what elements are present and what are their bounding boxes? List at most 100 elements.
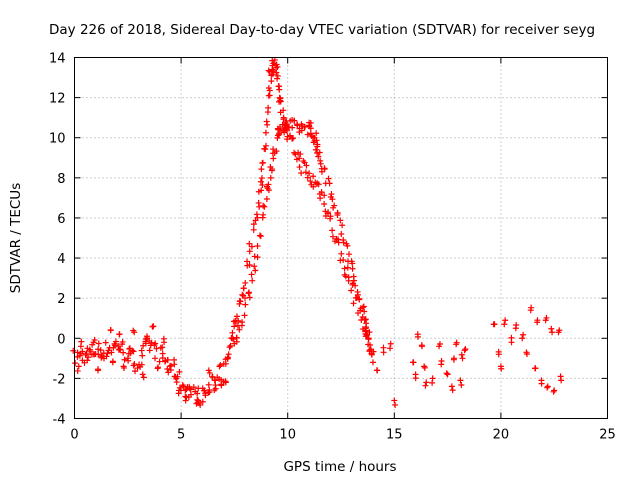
- data-point: [338, 250, 345, 257]
- data-point: [222, 378, 229, 385]
- data-point: [354, 291, 361, 298]
- data-point: [165, 369, 172, 376]
- data-point: [102, 339, 109, 346]
- data-point: [74, 367, 81, 374]
- data-point: [138, 361, 145, 368]
- data-point: [532, 365, 539, 372]
- data-point: [126, 345, 133, 352]
- data-point: [246, 248, 253, 255]
- data-point: [298, 170, 305, 177]
- data-point: [257, 233, 264, 240]
- data-point: [421, 363, 428, 370]
- data-point: [201, 387, 208, 394]
- data-point: [98, 354, 105, 361]
- data-point: [260, 202, 267, 209]
- data-point: [391, 397, 398, 404]
- data-point: [182, 387, 189, 394]
- data-point: [313, 130, 320, 137]
- data-point: [370, 348, 377, 355]
- data-point: [140, 374, 147, 381]
- data-point: [262, 129, 269, 136]
- grid-layer: [74, 57, 608, 419]
- data-point: [245, 289, 252, 296]
- data-point: [261, 203, 268, 210]
- data-point: [256, 232, 263, 239]
- data-point: [280, 114, 287, 121]
- data-point: [216, 363, 223, 370]
- data-point: [175, 390, 182, 397]
- data-point: [266, 87, 273, 94]
- data-point: [340, 239, 347, 246]
- data-point: [361, 308, 368, 315]
- data-point: [453, 339, 460, 346]
- data-point: [240, 285, 247, 292]
- data-point: [276, 86, 283, 93]
- data-point: [317, 195, 324, 202]
- data-point: [306, 170, 313, 177]
- data-point: [260, 211, 267, 218]
- data-point: [156, 358, 163, 365]
- data-point: [250, 221, 257, 228]
- data-point: [344, 242, 351, 249]
- data-point: [387, 340, 394, 347]
- x-tick-label: 10: [279, 428, 296, 443]
- data-point: [337, 217, 344, 224]
- data-point: [513, 322, 520, 329]
- data-point: [270, 146, 277, 153]
- data-point: [265, 187, 272, 194]
- x-tick-label: 15: [386, 428, 403, 443]
- data-point: [318, 168, 325, 175]
- data-point: [248, 271, 255, 278]
- data-point: [298, 127, 305, 134]
- data-point: [296, 164, 303, 171]
- data-point: [544, 383, 551, 390]
- data-point: [142, 336, 149, 343]
- data-point: [155, 364, 162, 371]
- data-point: [520, 331, 527, 338]
- data-point: [116, 331, 123, 338]
- data-point: [233, 313, 240, 320]
- data-point: [356, 295, 363, 302]
- data-point: [233, 334, 240, 341]
- data-point: [329, 233, 336, 240]
- data-point: [256, 203, 263, 210]
- data-point: [459, 355, 466, 362]
- data-point: [362, 316, 369, 323]
- data-point: [242, 301, 249, 308]
- data-point: [239, 319, 246, 326]
- data-point: [274, 75, 281, 82]
- data-point: [224, 355, 231, 362]
- data-point: [289, 135, 296, 142]
- data-point: [262, 142, 269, 149]
- data-point: [422, 382, 429, 389]
- data-point: [97, 347, 104, 354]
- data-point: [270, 68, 277, 75]
- data-point: [287, 132, 294, 139]
- y-tick-label: 4: [57, 252, 65, 267]
- data-point: [176, 368, 183, 375]
- data-point: [258, 187, 265, 194]
- data-point: [264, 121, 271, 128]
- data-point: [254, 214, 261, 221]
- y-tick-label: 10: [49, 132, 66, 147]
- data-point: [331, 202, 338, 209]
- data-point: [498, 365, 505, 372]
- y-axis-label: SDTVAR / TECUs: [8, 183, 24, 293]
- data-point: [321, 165, 328, 172]
- data-point: [242, 279, 249, 286]
- data-point: [112, 338, 119, 345]
- data-point: [87, 348, 94, 355]
- data-point: [206, 388, 213, 395]
- data-point: [310, 173, 317, 180]
- data-point: [302, 169, 309, 176]
- data-point: [179, 382, 186, 389]
- data-point: [357, 307, 364, 314]
- data-point: [226, 344, 233, 351]
- data-point: [304, 131, 311, 138]
- data-point: [270, 155, 277, 162]
- data-point: [241, 312, 248, 319]
- data-point: [231, 323, 238, 330]
- data-point: [186, 383, 193, 390]
- data-point: [444, 371, 451, 378]
- data-point: [268, 78, 275, 85]
